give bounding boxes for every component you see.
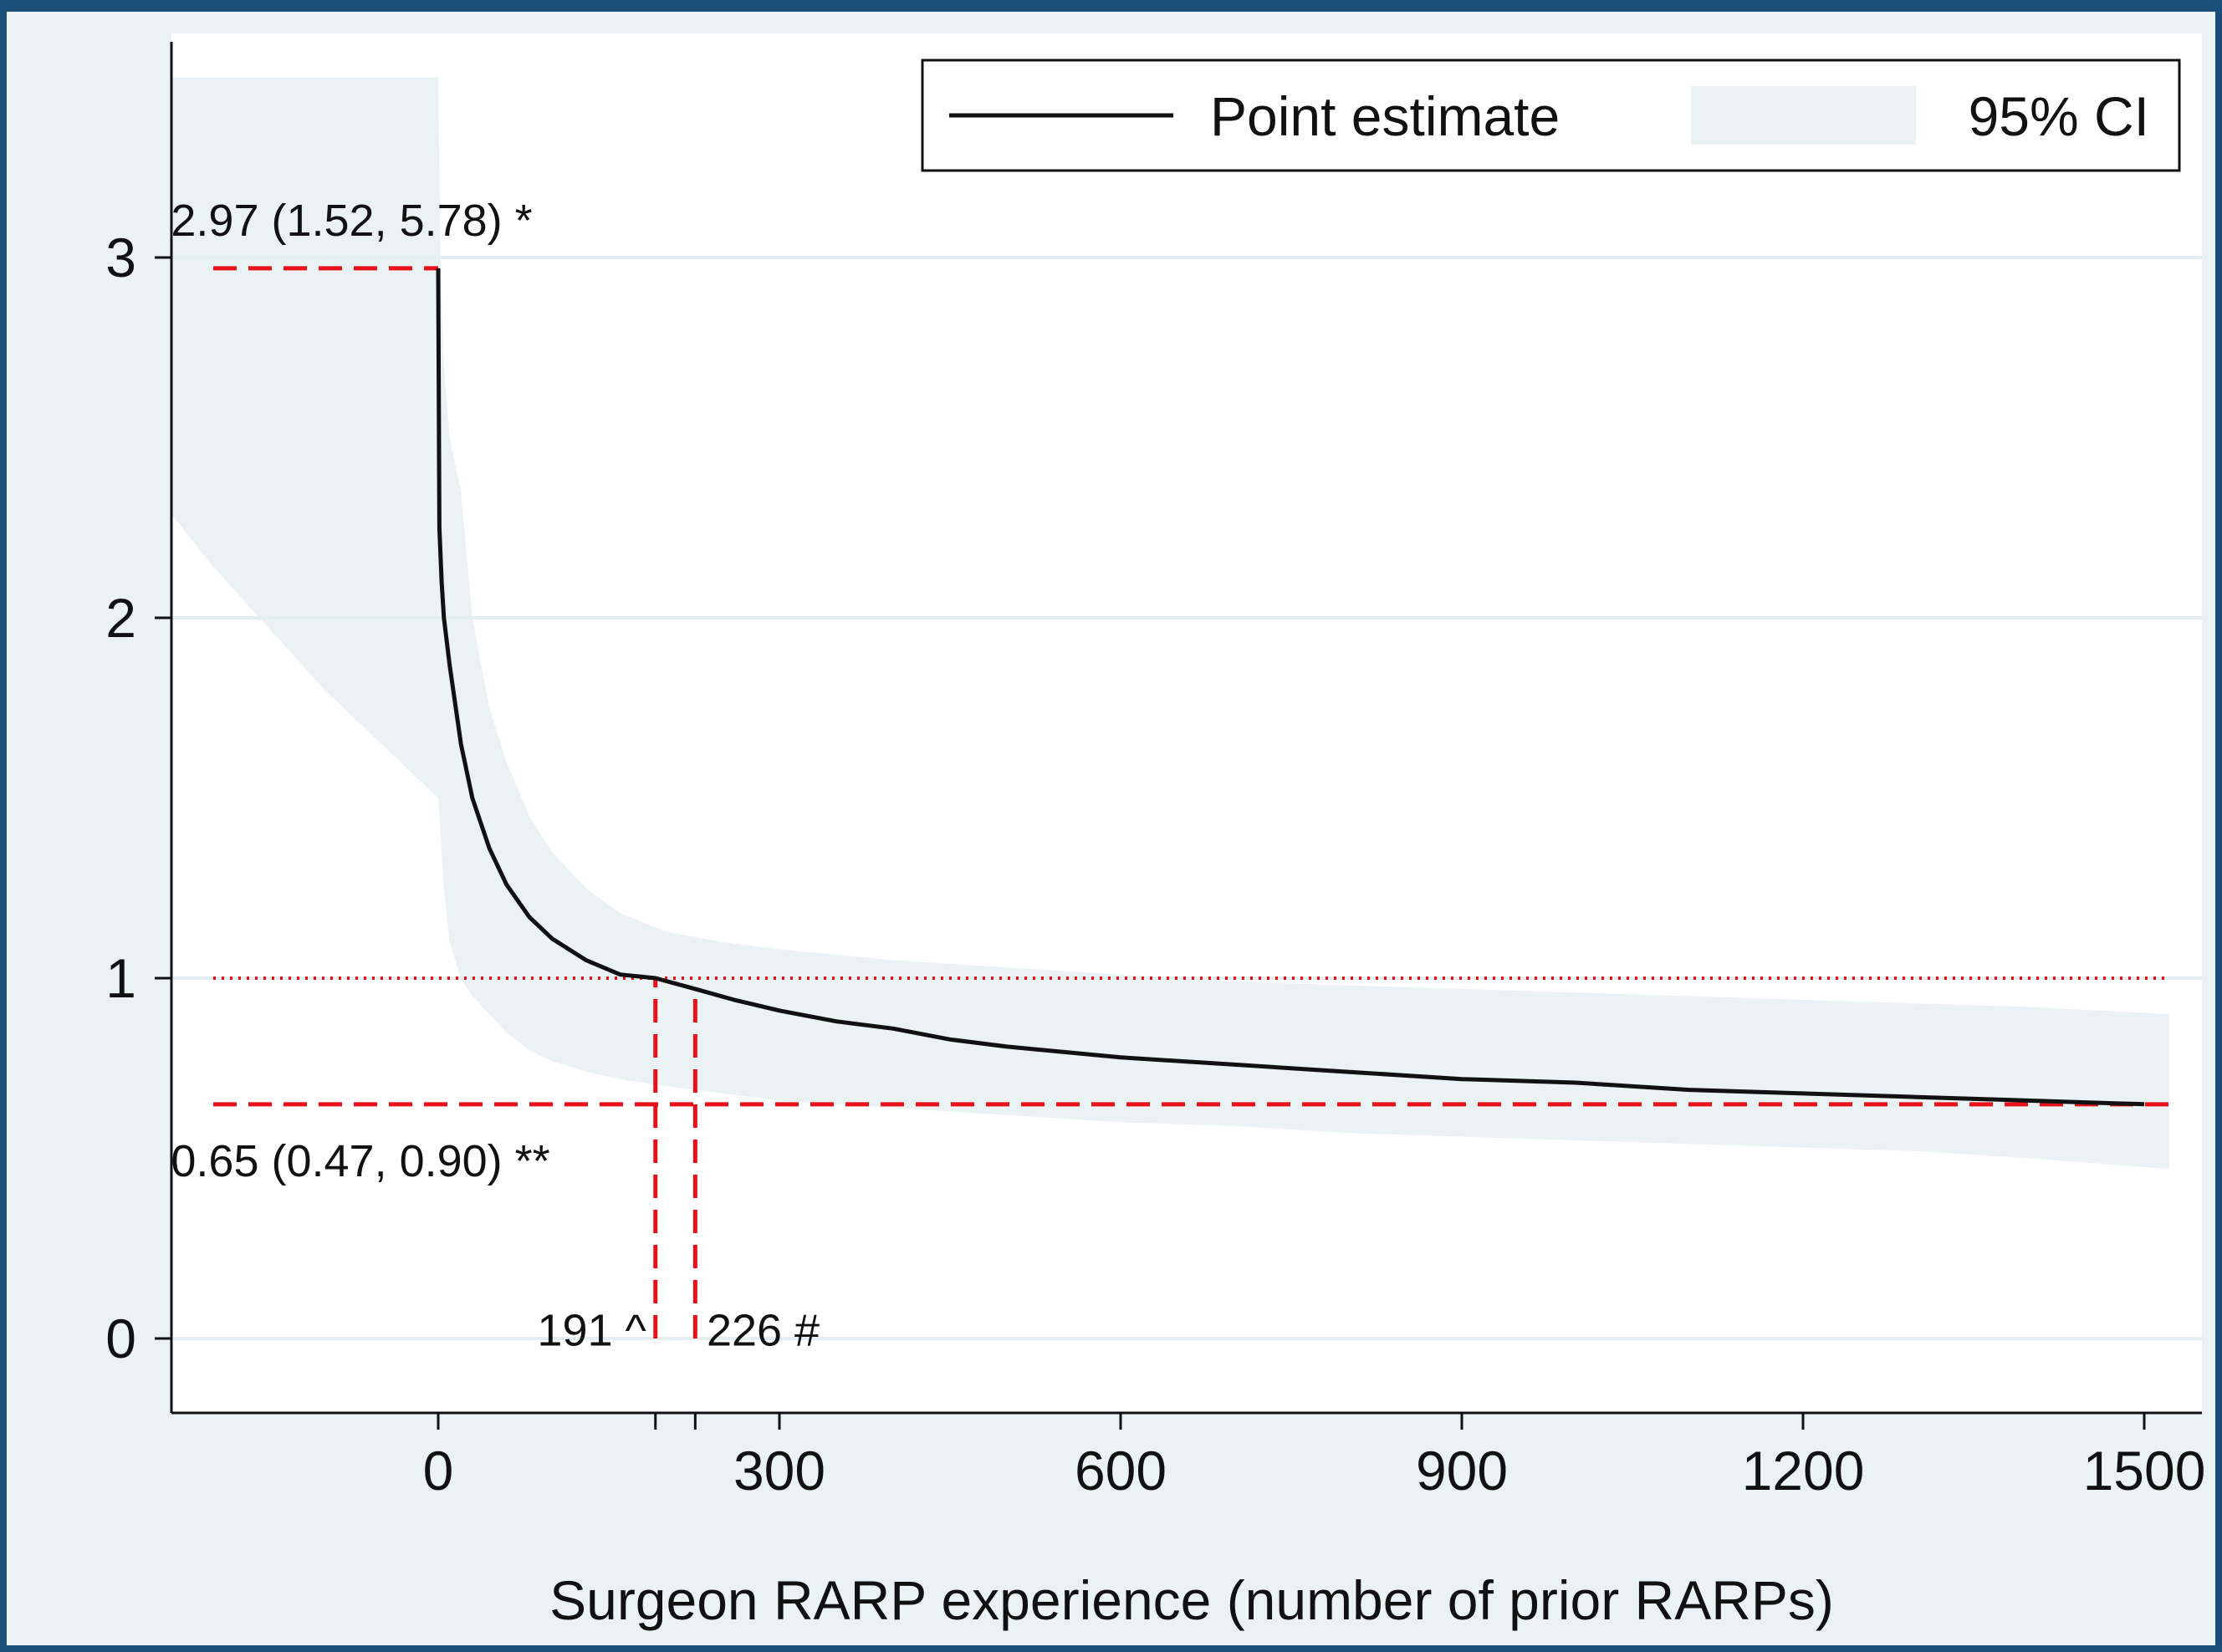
legend-label-ci: 95% CI xyxy=(1969,85,2149,147)
ci-band-layer xyxy=(85,33,2202,1413)
legend: Point estimate 95% CI xyxy=(921,59,2181,172)
legend-band-swatch xyxy=(1691,86,1916,145)
gridlines xyxy=(171,256,2202,1340)
reference-lines xyxy=(213,266,2169,1338)
x-axis-label: Surgeon RARP experience (number of prior… xyxy=(549,1569,1834,1631)
x-tick-label-1500: 1500 xyxy=(2083,1440,2206,1502)
ci-band xyxy=(85,77,2169,1170)
annotation-2: 191 ^ xyxy=(537,1306,646,1356)
annotation-3: 226 # xyxy=(707,1306,820,1356)
y-tick-label-2: 2 xyxy=(105,587,136,649)
y-tick-label-1: 1 xyxy=(105,947,136,1009)
y-tick-label-0: 0 xyxy=(105,1308,136,1369)
point-estimate-layer xyxy=(436,268,2145,1107)
legend-label-point-estimate: Point estimate xyxy=(1210,85,1560,147)
annotations: 2.97 (1.52, 5.78) * 0.65 (0.47, 0.90) ** 1… xyxy=(171,196,820,1355)
x-tick-label-0: 0 xyxy=(423,1440,454,1502)
plot-background xyxy=(171,33,2202,1413)
x-tick-label-900: 900 xyxy=(1416,1440,1508,1502)
axes: 0 1 2 3 0 300 600 900 1200 1500 xyxy=(105,42,2205,1502)
annotation-0: 2.97 (1.52, 5.78) * xyxy=(171,196,532,246)
x-tick-label-300: 300 xyxy=(733,1440,825,1502)
point-estimate-line xyxy=(436,268,2145,1107)
x-tick-label-600: 600 xyxy=(1075,1440,1167,1502)
x-tick-label-1200: 1200 xyxy=(1742,1440,1865,1502)
annotation-1: 0.65 (0.47, 0.90) ** xyxy=(171,1136,549,1186)
y-tick-label-3: 3 xyxy=(105,227,136,288)
